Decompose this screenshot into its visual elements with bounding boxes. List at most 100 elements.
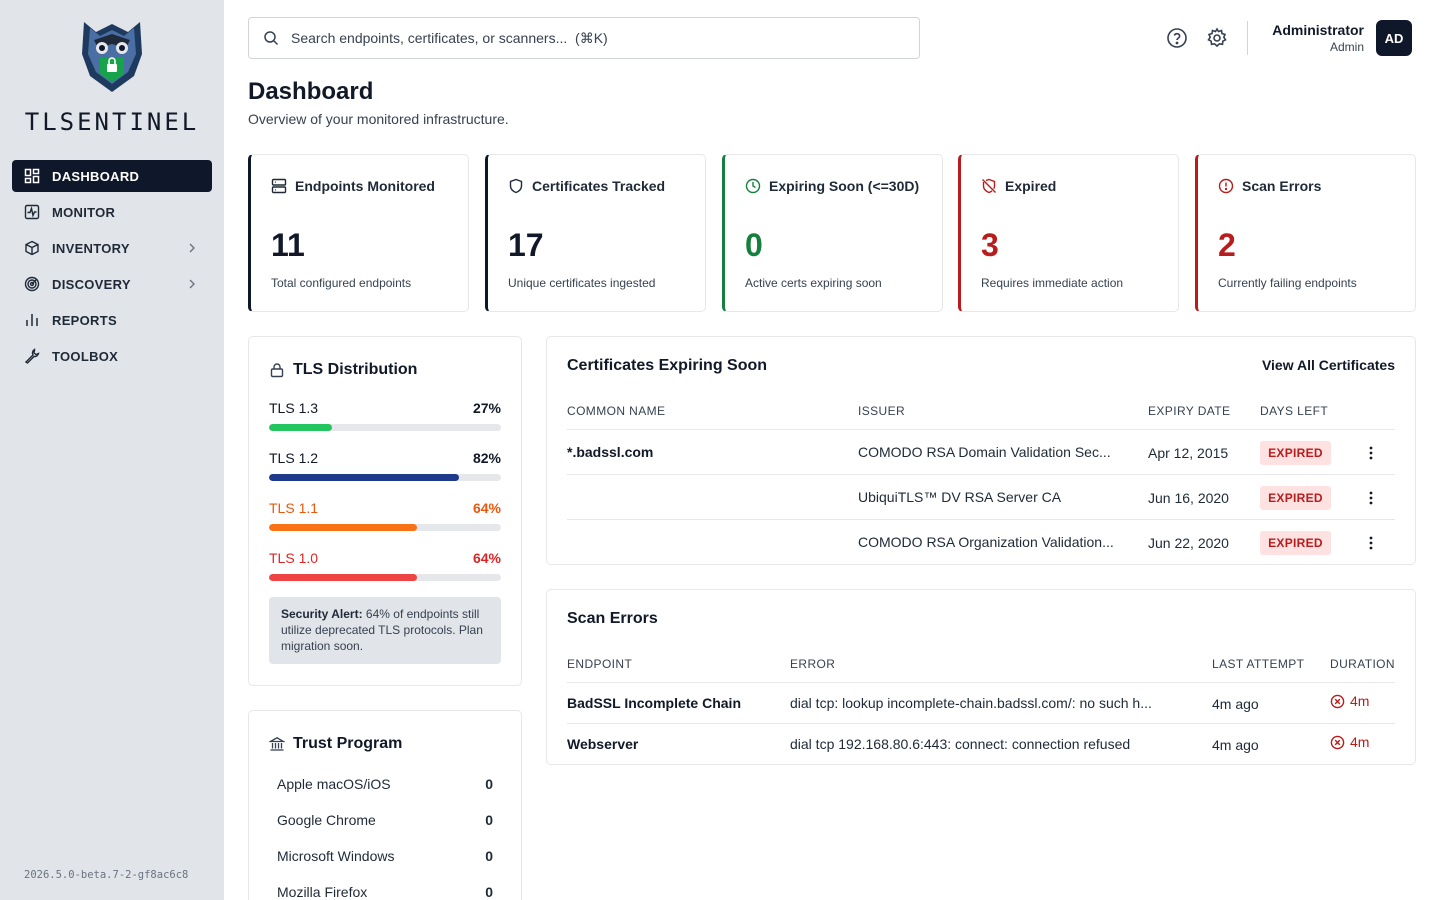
more-options-icon[interactable] xyxy=(1363,490,1379,506)
column-header[interactable]: ENDPOINT xyxy=(567,657,633,671)
stat-value: 17 xyxy=(508,227,544,263)
scan-errors-panel: Scan Errors ENDPOINT ERROR LAST ATTEMPT … xyxy=(546,589,1416,765)
app-name: TLSENTINEL xyxy=(24,108,200,136)
tls-label: TLS 1.2 xyxy=(269,450,319,466)
gear-icon[interactable] xyxy=(1206,27,1228,49)
stat-card-expiring[interactable]: Expiring Soon (<=30D) 0 Active certs exp… xyxy=(722,154,943,312)
stat-card-scan-errors[interactable]: Scan Errors 2 Currently failing endpoint… xyxy=(1195,154,1416,312)
stat-card-endpoints[interactable]: Endpoints Monitored 11 Total configured … xyxy=(248,154,469,312)
divider xyxy=(567,429,1395,430)
stat-card-certificates[interactable]: Certificates Tracked 17 Unique certifica… xyxy=(485,154,706,312)
lock-icon xyxy=(270,363,284,378)
stat-title: Expired xyxy=(1005,178,1057,194)
tls-distribution-panel: TLS Distribution TLS 1.3 27% TLS 1.2 82%… xyxy=(248,336,522,686)
owl-shield-logo-icon xyxy=(82,22,142,92)
endpoint-name: Webserver xyxy=(567,736,639,752)
sidebar: TLSENTINEL DASHBOARD MONITOR INVENTORY D… xyxy=(0,0,224,900)
trust-label: Google Chrome xyxy=(277,812,376,828)
trust-row: Apple macOS/iOS 0 xyxy=(277,776,493,792)
sidebar-item-inventory[interactable]: INVENTORY xyxy=(12,232,212,264)
stat-description: Unique certificates ingested xyxy=(508,276,656,290)
stat-value: 11 xyxy=(271,227,305,263)
search-bar[interactable] xyxy=(248,17,920,59)
last-attempt: 4m ago xyxy=(1212,737,1259,753)
stat-title: Certificates Tracked xyxy=(532,178,666,194)
tls-bar-fill xyxy=(269,574,418,581)
alert-text: 64% of endpoints still utilize deprecate… xyxy=(281,607,483,653)
stat-value: 2 xyxy=(1218,227,1236,263)
tls-label: TLS 1.3 xyxy=(269,400,319,416)
logo[interactable]: TLSENTINEL xyxy=(0,14,224,136)
stat-description: Requires immediate action xyxy=(981,276,1124,290)
x-circle-icon xyxy=(1330,735,1345,749)
search-input[interactable] xyxy=(291,30,891,46)
stat-description: Total configured endpoints xyxy=(271,276,412,290)
stat-description: Currently failing endpoints xyxy=(1218,276,1357,290)
sidebar-item-toolbox[interactable]: TOOLBOX xyxy=(12,340,212,372)
sidebar-item-label: REPORTS xyxy=(52,312,117,328)
help-icon[interactable] xyxy=(1166,27,1188,49)
bank-icon xyxy=(269,737,285,751)
tls-bar-fill xyxy=(269,424,332,431)
security-alert: Security Alert: 64% of endpoints still u… xyxy=(269,597,501,664)
divider xyxy=(567,519,1395,520)
alert-circle-icon xyxy=(1218,178,1234,194)
trust-row: Google Chrome 0 xyxy=(277,812,493,828)
sidebar-item-monitor[interactable]: MONITOR xyxy=(12,196,212,228)
stat-card-expired[interactable]: Expired 3 Requires immediate action xyxy=(958,154,1179,312)
view-all-certificates-link[interactable]: View All Certificates xyxy=(1261,357,1395,373)
expiry-date: Jun 22, 2020 xyxy=(1148,535,1229,551)
clock-icon xyxy=(745,178,761,194)
tls-bar-track xyxy=(269,424,501,431)
sidebar-item-label: MONITOR xyxy=(52,204,116,220)
trust-row: Mozilla Firefox 0 xyxy=(277,884,493,900)
tls-percent: 64% xyxy=(472,500,501,516)
app-version: 2026.5.0-beta.7-2-gf8ac6c8 xyxy=(24,869,189,881)
sidebar-item-label: DASHBOARD xyxy=(52,168,140,184)
stat-title: Endpoints Monitored xyxy=(295,178,435,194)
column-header[interactable]: COMMON NAME xyxy=(567,404,666,418)
page-subtitle: Overview of your monitored infrastructur… xyxy=(248,111,509,127)
column-header[interactable]: DAYS LEFT xyxy=(1260,404,1329,418)
status-badge: EXPIRED xyxy=(1260,441,1331,465)
trust-value: 0 xyxy=(485,884,493,900)
issuer: UbiquiTLS™ DV RSA Server CA xyxy=(858,489,1062,505)
tls-bar-track xyxy=(269,474,501,481)
sidebar-item-label: DISCOVERY xyxy=(52,276,131,292)
error-message: dial tcp 192.168.80.6:443: connect: conn… xyxy=(790,736,1131,752)
duration-value: 4m xyxy=(1350,734,1370,750)
more-options-icon[interactable] xyxy=(1363,535,1379,551)
trust-label: Microsoft Windows xyxy=(277,848,395,864)
tls-row: TLS 1.3 27% xyxy=(269,400,501,431)
tls-bar-fill xyxy=(269,524,418,531)
sidebar-item-label: INVENTORY xyxy=(52,240,130,256)
stat-value: 3 xyxy=(981,227,999,263)
column-header[interactable]: ISSUER xyxy=(858,404,906,418)
bar-chart-icon xyxy=(26,314,38,326)
tls-row: TLS 1.2 82% xyxy=(269,450,501,481)
column-header[interactable]: EXPIRY DATE xyxy=(1148,404,1231,418)
chevron-right-icon xyxy=(189,279,195,289)
stat-description: Active certs expiring soon xyxy=(745,276,882,290)
column-header[interactable]: ERROR xyxy=(790,657,836,671)
trust-value: 0 xyxy=(485,776,493,792)
sidebar-item-reports[interactable]: REPORTS xyxy=(12,304,212,336)
alert-label: Security Alert: xyxy=(281,607,363,621)
sidebar-item-dashboard[interactable]: DASHBOARD xyxy=(12,160,212,192)
sidebar-item-discovery[interactable]: DISCOVERY xyxy=(12,268,212,300)
server-icon xyxy=(271,178,287,194)
error-message: dial tcp: lookup incomplete-chain.badssl… xyxy=(790,695,1152,711)
stat-title: Expiring Soon (<=30D) xyxy=(769,178,920,194)
column-header[interactable]: DURATION xyxy=(1330,657,1395,671)
expiry-date: Apr 12, 2015 xyxy=(1148,445,1229,461)
avatar[interactable]: AD xyxy=(1376,20,1412,56)
divider xyxy=(567,474,1395,475)
duration: 4m xyxy=(1330,693,1369,709)
trust-value: 0 xyxy=(485,848,493,864)
column-header[interactable]: LAST ATTEMPT xyxy=(1212,657,1305,671)
common-name: *.badssl.com xyxy=(567,444,654,460)
trust-row: Microsoft Windows 0 xyxy=(277,848,493,864)
more-options-icon[interactable] xyxy=(1363,445,1379,461)
panel-title: TLS Distribution xyxy=(269,361,417,379)
tls-bar-fill xyxy=(269,474,460,481)
